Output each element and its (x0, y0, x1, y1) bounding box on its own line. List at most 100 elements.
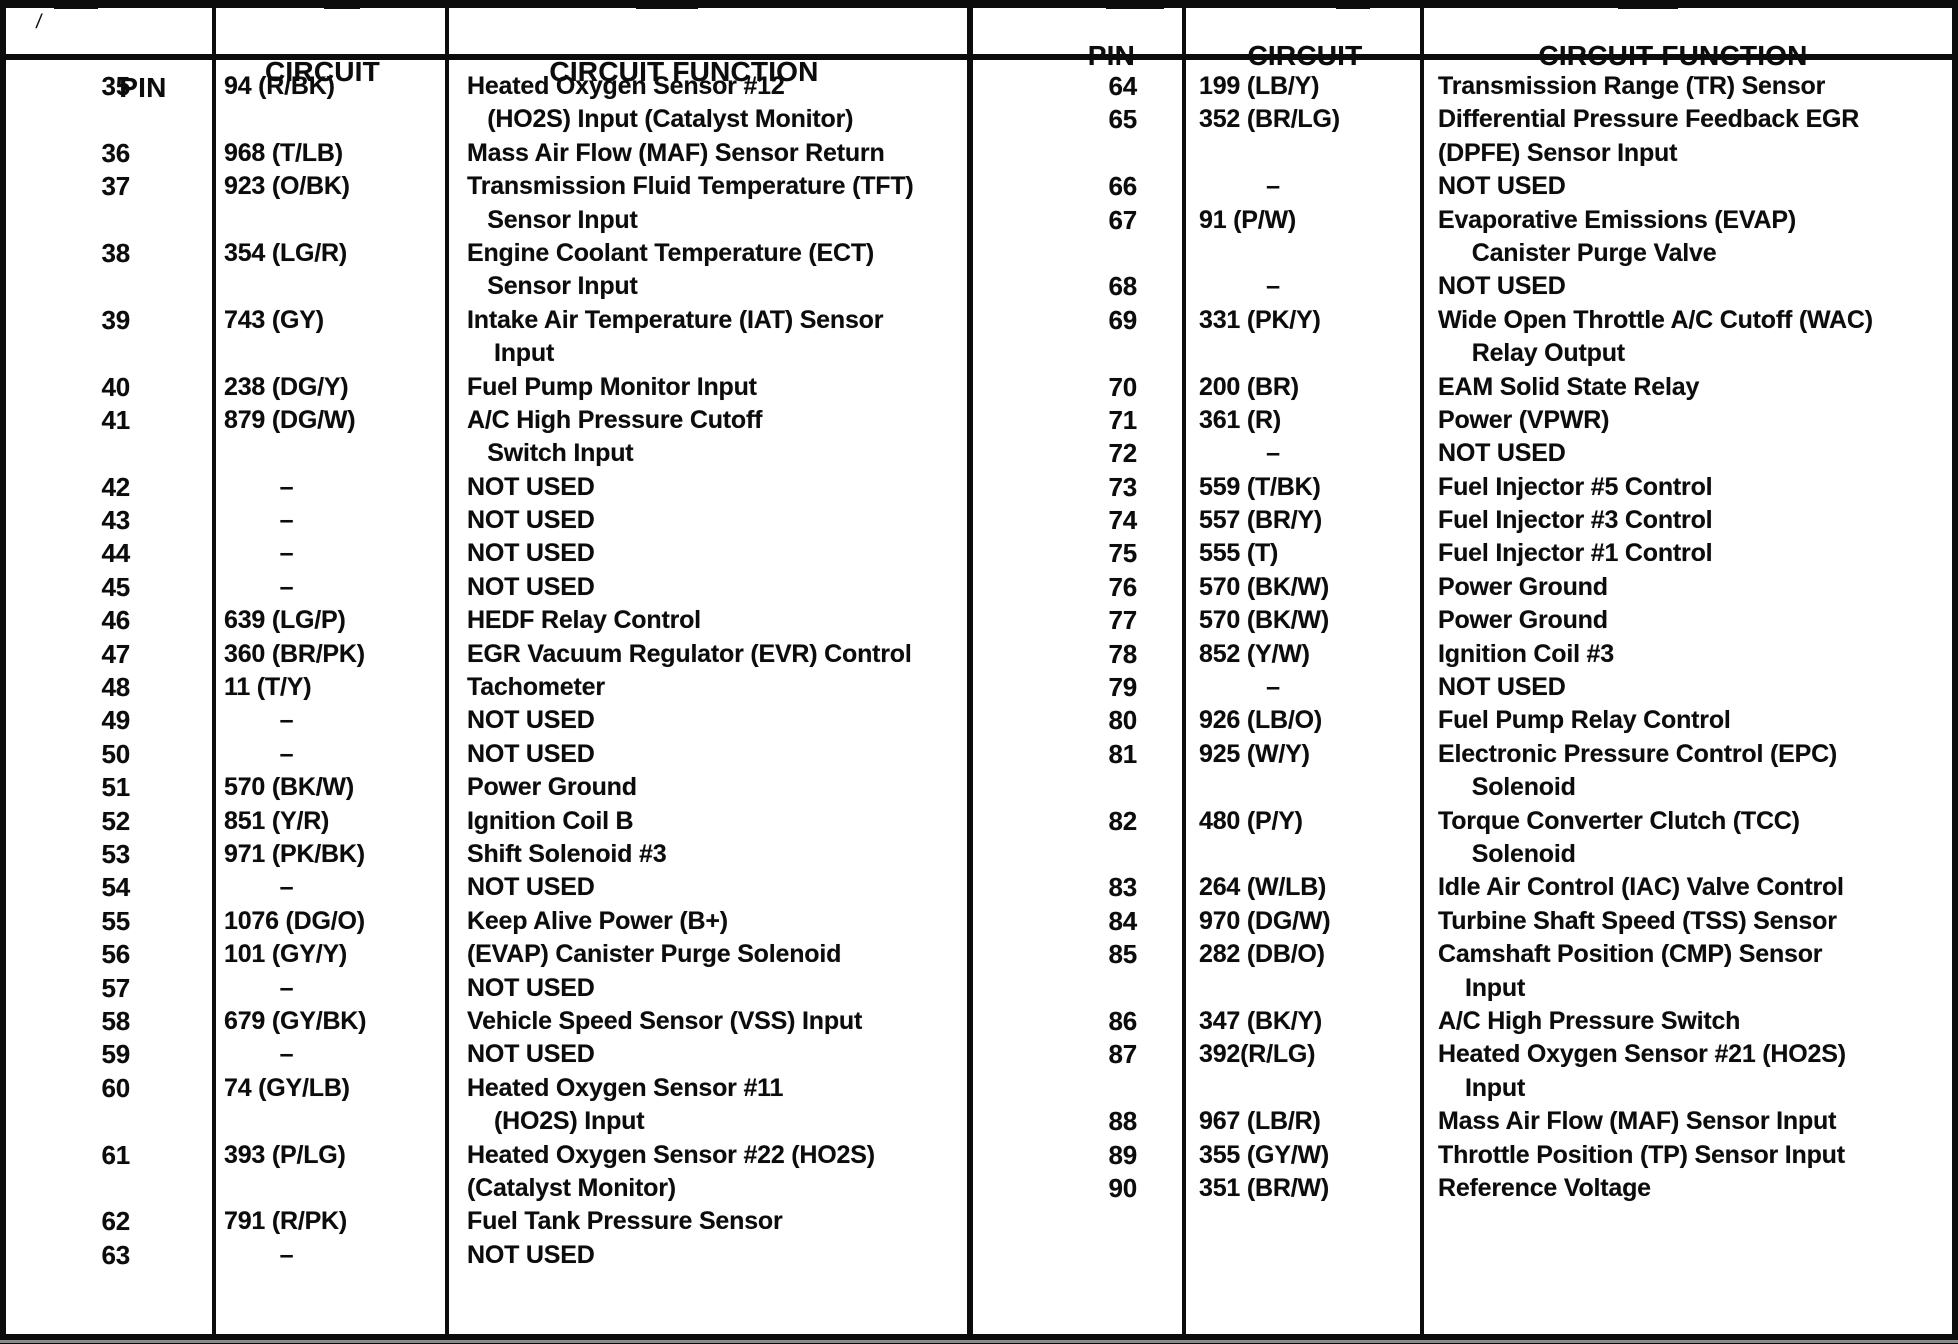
pin-continuation-spacer (6, 337, 216, 370)
table-row: 40 238 (DG/Y) Fuel Pump Monitor Input (6, 371, 967, 404)
column-divider-line (1420, 8, 1424, 1334)
circuit-id: 925 (W/Y) (1199, 739, 1310, 768)
circuit-function-line: Canister Purge Valve (1438, 238, 1717, 267)
table-row: 50 – NOT USED (6, 738, 967, 771)
circuit-function-line: EAM Solid State Relay (1438, 372, 1700, 401)
pin-continuation-spacer (6, 204, 216, 237)
pin-number: 44 (101, 538, 130, 569)
pin-number: 60 (101, 1072, 130, 1103)
table-row: 48 11 (T/Y) Tachometer (6, 671, 967, 704)
pin-number: 61 (101, 1139, 130, 1170)
circuit-function-line: Fuel Injector #1 Control (1438, 539, 1713, 568)
table-row: 83 264 (W/LB) Idle Air Control (IAC) Valve… (973, 871, 1952, 904)
circuit-id: 11 (T/Y) (224, 673, 312, 702)
circuit-id: 351 (BR/W) (1199, 1173, 1329, 1202)
table-row: 89 355 (GY/W) Throttle Position (TP) Senso… (973, 1139, 1952, 1172)
pin-number: 72 (1108, 438, 1137, 469)
pin-number: 46 (101, 605, 130, 636)
column-header-pin-label: PIN (1087, 40, 1136, 71)
circuit-continuation-spacer (216, 337, 449, 370)
pin-continuation-spacer (973, 337, 1186, 370)
table-row: 68 – NOT USED (973, 270, 1952, 303)
table-row: 37 923 (O/BK) Transmission Fluid Temperatu… (6, 170, 967, 237)
circuit-id: – (279, 472, 294, 501)
column-divider-line (445, 8, 449, 1334)
table-row: 73 559 (T/BK) Fuel Injector #5 Control (973, 471, 1952, 504)
circuit-continuation-spacer (1186, 972, 1424, 1005)
circuit-function-line: (HO2S) Input (Catalyst Monitor) (467, 105, 854, 134)
table-row: 57 – NOT USED (6, 972, 967, 1005)
pin-number: 56 (101, 939, 130, 970)
circuit-function-line: NOT USED (1438, 439, 1566, 468)
circuit-id: 968 (T/LB) (224, 138, 343, 167)
table-row: 35 94 (R/BK) Heated Oxygen Sensor #12 (HO2… (6, 70, 967, 137)
pin-number: 53 (101, 838, 130, 869)
column-header-circuit-function: CIRCUIT FUNCTION (549, 56, 819, 87)
table-row: 77 570 (BK/W) Power Ground (973, 604, 1952, 637)
pin-number: 67 (1108, 204, 1137, 235)
circuit-continuation-spacer (216, 1105, 449, 1138)
circuit-function-line: Power Ground (1438, 572, 1608, 601)
pin-number: 36 (101, 137, 130, 168)
circuit-function-line: NOT USED (467, 1040, 595, 1069)
circuit-function-line: Fuel Injector #3 Control (1438, 506, 1713, 535)
circuit-function-line: Solenoid (1438, 839, 1576, 868)
table-row: 70 200 (BR) EAM Solid State Relay (973, 371, 1952, 404)
circuit-function-line: Fuel Tank Pressure Sensor (467, 1207, 783, 1236)
circuit-id: 331 (PK/Y) (1199, 305, 1321, 334)
pin-number: 74 (1108, 505, 1137, 536)
rows-left: 35 94 (R/BK) Heated Oxygen Sensor #12 (HO2… (6, 60, 967, 1334)
pin-number: 63 (101, 1239, 130, 1270)
circuit-function-line: Fuel Pump Relay Control (1438, 706, 1731, 735)
scan-artifact (54, 2, 98, 9)
pin-number: 59 (101, 1039, 130, 1070)
circuit-function-line: Electronic Pressure Control (EPC) (1438, 739, 1838, 768)
circuit-function-line: Evaporative Emissions (EVAP) (1438, 205, 1796, 234)
circuit-continuation-spacer (216, 103, 449, 136)
pinout-table-right-half: PIN CIRCUIT CIRCUIT FUNCTION 64 199 (LB/Y… (967, 8, 1952, 1334)
circuit-function-line: Idle Air Control (IAC) Valve Control (1438, 873, 1844, 902)
circuit-function-line: Heated Oxygen Sensor #12 (467, 72, 785, 100)
circuit-function-line: Mass Air Flow (MAF) Sensor Input (1438, 1107, 1837, 1136)
table-row: 55 1076 (DG/O) Keep Alive Power (B+) (6, 905, 967, 938)
circuit-continuation-spacer (216, 437, 449, 470)
table-row: 87 392(R/LG) Heated Oxygen Sensor #21 (HO2… (973, 1038, 1952, 1105)
pin-number: 82 (1108, 805, 1137, 836)
circuit-id: – (1266, 172, 1280, 201)
pin-number: 38 (101, 237, 130, 268)
pin-number: 77 (1108, 605, 1137, 636)
pin-number: 64 (1108, 71, 1137, 101)
circuit-function-line: Solenoid (1438, 773, 1576, 802)
circuit-continuation-spacer (1186, 838, 1424, 871)
table-row: 85 282 (DB/O) Camshaft Position (CMP) Sens… (973, 938, 1952, 1005)
circuit-function-line: NOT USED (467, 506, 595, 535)
pin-continuation-spacer (973, 237, 1186, 270)
circuit-continuation-spacer (1186, 771, 1424, 804)
circuit-function-line: NOT USED (1438, 673, 1566, 702)
circuit-function-line: NOT USED (467, 572, 595, 601)
pin-number: 80 (1108, 705, 1137, 736)
circuit-id: – (279, 539, 294, 568)
pin-number: 78 (1108, 638, 1137, 669)
circuit-continuation-spacer (216, 270, 449, 303)
pin-number: 88 (1108, 1106, 1137, 1137)
circuit-function-line: Fuel Pump Monitor Input (467, 372, 757, 401)
pin-number: 73 (1108, 471, 1137, 502)
circuit-id: – (1266, 439, 1280, 468)
pin-number: 68 (1108, 271, 1137, 302)
pin-number: 66 (1108, 171, 1137, 202)
circuit-id: 851 (Y/R) (224, 806, 330, 835)
table-row: 64 199 (LB/Y) Transmission Range (TR) Sens… (973, 70, 1952, 103)
circuit-id: 354 (LG/R) (224, 238, 348, 267)
circuit-id: 282 (DB/O) (1199, 940, 1325, 969)
table-row: 75 555 (T) Fuel Injector #1 Control (973, 537, 1952, 570)
column-header-pin: PIN (973, 8, 1186, 104)
circuit-id: 879 (DG/W) (224, 405, 356, 434)
column-divider-line (1182, 8, 1186, 1334)
circuit-function-line: (HO2S) Input (467, 1107, 645, 1136)
pin-continuation-spacer (6, 1172, 216, 1205)
circuit-id: – (279, 739, 294, 768)
circuit-id: 557 (BR/Y) (1199, 506, 1323, 535)
pin-number: 58 (101, 1005, 130, 1036)
table-row: 56 101 (GY/Y) (EVAP) Canister Purge Soleno… (6, 938, 967, 971)
